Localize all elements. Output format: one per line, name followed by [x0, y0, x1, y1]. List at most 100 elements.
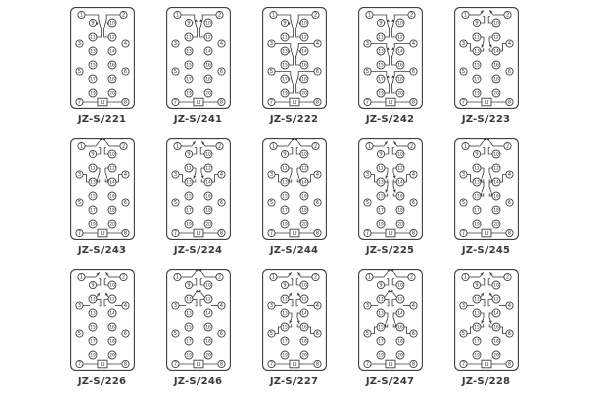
svg-text:18: 18: [493, 77, 499, 83]
svg-text:15: 15: [378, 63, 384, 69]
svg-text:3: 3: [365, 303, 368, 309]
svg-text:15: 15: [474, 325, 480, 331]
svg-text:14: 14: [109, 180, 115, 186]
svg-text:10: 10: [493, 152, 499, 158]
svg-text:8: 8: [507, 362, 510, 368]
svg-text:20: 20: [493, 91, 499, 97]
svg-text:14: 14: [493, 49, 499, 55]
svg-text:13: 13: [378, 49, 384, 55]
svg-text:4: 4: [219, 41, 222, 47]
svg-text:13: 13: [186, 49, 192, 55]
svg-text:3: 3: [365, 41, 368, 47]
svg-text:10: 10: [301, 283, 307, 289]
svg-text:2: 2: [505, 13, 508, 19]
svg-text:10: 10: [109, 152, 115, 158]
svg-text:18: 18: [397, 339, 403, 345]
svg-text:16: 16: [109, 63, 115, 69]
svg-text:2: 2: [313, 13, 316, 19]
svg-text:U: U: [100, 100, 104, 106]
svg-text:2: 2: [505, 144, 508, 150]
svg-text:18: 18: [205, 77, 211, 83]
svg-text:5: 5: [365, 331, 368, 337]
svg-text:17: 17: [474, 77, 480, 83]
svg-text:7: 7: [77, 100, 80, 106]
svg-text:11: 11: [90, 35, 96, 41]
svg-text:7: 7: [365, 100, 368, 106]
svg-text:19: 19: [474, 353, 480, 359]
svg-text:12: 12: [493, 35, 499, 41]
svg-text:4: 4: [315, 172, 318, 178]
svg-text:20: 20: [397, 222, 403, 228]
svg-text:17: 17: [378, 77, 384, 83]
svg-text:12: 12: [205, 35, 211, 41]
svg-text:13: 13: [90, 311, 96, 317]
svg-text:6: 6: [219, 331, 222, 337]
svg-text:10: 10: [109, 283, 115, 289]
svg-text:6: 6: [219, 200, 222, 206]
svg-text:18: 18: [493, 339, 499, 345]
relay-model-cell: U 1 2 3 4 5 6 7 8 9 11 13 15 17 19 10 12 14 16 18 20 JZ-S/228: [438, 269, 534, 400]
svg-text:19: 19: [378, 222, 384, 228]
svg-text:6: 6: [411, 331, 414, 337]
svg-text:15: 15: [90, 63, 96, 69]
svg-text:11: 11: [474, 166, 480, 172]
svg-text:3: 3: [365, 172, 368, 178]
svg-text:6: 6: [315, 200, 318, 206]
svg-text:9: 9: [475, 152, 478, 158]
svg-text:U: U: [388, 231, 392, 237]
svg-text:16: 16: [493, 325, 499, 331]
relay-model-label: JZ-S/243: [77, 245, 127, 256]
svg-text:8: 8: [411, 231, 414, 237]
relay-model-cell: U 1 2 3 4 5 6 7 8 9 11 13 15 17 19 10 12 14 16 18 20 JZ-S/241: [150, 7, 246, 138]
svg-text:7: 7: [461, 362, 464, 368]
svg-text:5: 5: [77, 331, 80, 337]
svg-text:3: 3: [173, 172, 176, 178]
svg-text:1: 1: [367, 144, 370, 150]
svg-text:7: 7: [173, 231, 176, 237]
svg-text:U: U: [196, 362, 200, 368]
svg-text:U: U: [196, 231, 200, 237]
relay-model-cell: U 1 2 3 4 5 6 7 8 9 11 13 15 17 19 10 12 14 16 18 20 JZ-S/225: [342, 138, 438, 269]
relay-model-cell: U 1 2 3 4 5 6 7 8 9 11 13 15 17 19 10 12 14 16 18 20 JZ-S/244: [246, 138, 342, 269]
svg-text:14: 14: [301, 311, 307, 317]
svg-text:1: 1: [79, 144, 82, 150]
svg-text:16: 16: [205, 325, 211, 331]
svg-text:1: 1: [463, 13, 466, 19]
svg-text:1: 1: [79, 275, 82, 281]
svg-text:5: 5: [173, 200, 176, 206]
svg-text:9: 9: [283, 283, 286, 289]
svg-text:10: 10: [397, 283, 403, 289]
relay-model-cell: U 1 2 3 4 5 6 7 8 9 11 13 15 17 19 10 12 14 16 18 20 JZ-S/221: [54, 7, 150, 138]
svg-text:5: 5: [269, 200, 272, 206]
svg-text:13: 13: [90, 180, 96, 186]
relay-model-cell: U 1 2 3 4 5 6 7 8 9 11 13 15 17 19 10 12 14 16 18 20 JZ-S/243: [54, 138, 150, 269]
svg-text:15: 15: [282, 194, 288, 200]
svg-text:9: 9: [475, 21, 478, 27]
svg-text:7: 7: [77, 362, 80, 368]
svg-text:14: 14: [301, 49, 307, 55]
svg-text:10: 10: [301, 152, 307, 158]
svg-text:18: 18: [109, 208, 115, 214]
svg-text:17: 17: [282, 77, 288, 83]
svg-text:7: 7: [269, 231, 272, 237]
relay-model-cell: U 1 2 3 4 5 6 7 8 9 11 13 15 17 19 10 12 14 16 18 20 JZ-S/224: [150, 138, 246, 269]
svg-text:19: 19: [282, 222, 288, 228]
svg-text:16: 16: [493, 63, 499, 69]
svg-text:20: 20: [205, 222, 211, 228]
svg-text:14: 14: [397, 49, 403, 55]
svg-text:18: 18: [301, 77, 307, 83]
svg-text:U: U: [292, 362, 296, 368]
svg-text:3: 3: [461, 172, 464, 178]
svg-text:11: 11: [90, 297, 96, 303]
svg-text:13: 13: [378, 180, 384, 186]
svg-text:2: 2: [409, 144, 412, 150]
svg-text:12: 12: [205, 297, 211, 303]
svg-text:9: 9: [379, 152, 382, 158]
svg-text:4: 4: [315, 41, 318, 47]
svg-text:15: 15: [378, 194, 384, 200]
svg-text:U: U: [100, 231, 104, 237]
svg-text:1: 1: [271, 275, 274, 281]
